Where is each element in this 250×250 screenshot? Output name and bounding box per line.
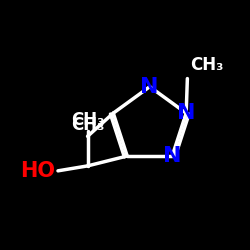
Text: CH₃: CH₃	[190, 56, 223, 74]
Text: HO: HO	[20, 161, 56, 181]
Text: CH₃: CH₃	[71, 111, 104, 129]
Text: N: N	[163, 146, 182, 166]
Text: N: N	[177, 103, 196, 123]
Text: CH₃: CH₃	[71, 116, 104, 134]
Text: N: N	[140, 77, 159, 97]
